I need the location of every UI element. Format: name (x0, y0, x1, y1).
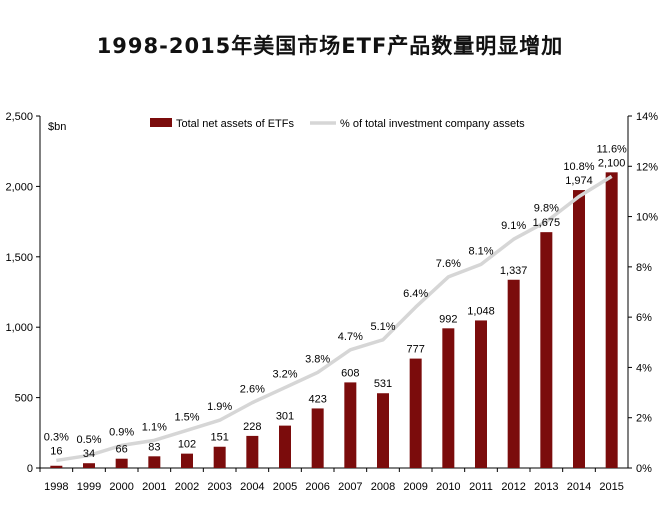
bar (377, 393, 389, 468)
x-tick-label: 2014 (567, 481, 591, 493)
left-tick-label: 1,500 (5, 252, 33, 264)
bar-value-label: 1,974 (565, 175, 593, 187)
x-tick-label: 2010 (436, 481, 460, 493)
right-tick-label: 14% (636, 111, 658, 123)
x-tick-label: 1999 (77, 481, 101, 493)
percent-value-label: 9.8% (534, 203, 559, 215)
bar (50, 465, 63, 468)
bar-value-label: 301 (276, 411, 294, 423)
bar (475, 320, 487, 468)
x-tick-label: 2007 (338, 481, 362, 493)
x-tick-label: 1998 (44, 481, 68, 493)
right-tick-label: 6% (636, 312, 652, 324)
bar (115, 458, 128, 468)
x-tick-label: 2011 (469, 481, 493, 493)
bar-value-label: 531 (374, 378, 392, 390)
right-tick-label: 10% (636, 212, 658, 224)
bar (409, 358, 422, 468)
bar (246, 435, 259, 468)
bar-value-label: 151 (210, 432, 228, 444)
left-tick-label: 2,000 (5, 181, 33, 193)
bar (279, 425, 291, 468)
bar (83, 463, 95, 468)
bar-value-label: 16 (50, 445, 62, 457)
percent-value-label: 5.1% (370, 321, 395, 333)
percent-value-label: 2.6% (240, 384, 265, 396)
x-tick-label: 2008 (371, 481, 395, 493)
right-tick-label: 12% (636, 161, 658, 173)
bar (573, 190, 585, 469)
bar-value-label: 1,048 (467, 305, 495, 317)
right-tick-label: 0% (636, 463, 652, 475)
x-tick-label: 2006 (305, 481, 329, 493)
percent-value-label: 11.6% (596, 143, 627, 155)
left-tick-label: 1,000 (5, 322, 33, 334)
percent-value-label: 4.7% (338, 331, 363, 343)
bar (344, 382, 357, 468)
bar-value-label: 1,675 (533, 217, 561, 229)
bar (213, 446, 226, 468)
x-tick-label: 2004 (240, 481, 264, 493)
x-tick-label: 2000 (109, 481, 133, 493)
percent-value-label: 7.6% (436, 258, 461, 270)
bar-value-label: 83 (148, 441, 160, 453)
left-tick-label: 500 (15, 393, 33, 405)
percent-line (56, 174, 613, 463)
bar (605, 172, 618, 468)
percent-value-label: 10.8% (563, 161, 594, 173)
unit-label: $bn (48, 121, 66, 133)
x-tick-label: 2009 (403, 481, 427, 493)
bar-value-label: 228 (243, 421, 261, 433)
percent-value-label: 1.5% (174, 411, 199, 423)
percent-value-label: 3.8% (305, 353, 330, 365)
bar-value-label: 608 (341, 367, 359, 379)
bar-value-label: 423 (308, 393, 326, 405)
bar-value-label: 102 (178, 439, 196, 451)
percent-value-label: 8.1% (468, 245, 493, 257)
percent-value-label: 6.4% (403, 288, 428, 300)
bar-value-label: 1,337 (500, 265, 528, 277)
percent-value-label: 3.2% (272, 369, 297, 381)
x-tick-label: 2005 (273, 481, 297, 493)
legend-bar-swatch (150, 118, 172, 127)
x-tick-label: 2001 (142, 481, 166, 493)
bar (148, 456, 161, 468)
chart-title: 1998-2015年美国市场ETF产品数量明显增加 (96, 34, 564, 58)
left-tick-label: 0 (27, 463, 33, 475)
right-tick-label: 4% (636, 362, 652, 374)
percent-value-label: 1.1% (142, 421, 167, 433)
bar (507, 279, 520, 468)
bar (540, 232, 553, 468)
legend-bar-label: Total net assets of ETFs (176, 118, 294, 130)
percent-value-label: 9.1% (501, 220, 526, 232)
percent-value-label: 0.9% (109, 426, 134, 438)
bar (181, 453, 193, 468)
right-tick-label: 2% (636, 413, 652, 425)
bar (442, 328, 455, 468)
x-tick-label: 2012 (501, 481, 525, 493)
x-tick-label: 2013 (534, 481, 558, 493)
legend-line-label: % of total investment company assets (340, 118, 525, 130)
right-tick-label: 8% (636, 262, 652, 274)
bar-value-label: 66 (116, 444, 128, 456)
x-tick-label: 2003 (207, 481, 231, 493)
left-tick-label: 2,500 (5, 111, 33, 123)
x-tick-label: 2002 (175, 481, 199, 493)
bar-value-label: 992 (439, 313, 457, 325)
percent-value-label: 0.5% (76, 434, 101, 446)
x-tick-label: 2015 (599, 481, 623, 493)
bar-value-label: 2,100 (598, 157, 626, 169)
percent-value-label: 1.9% (207, 401, 232, 413)
bar (311, 408, 324, 468)
bar-value-label: 777 (406, 344, 424, 356)
percent-value-label: 0.3% (44, 431, 69, 443)
bar-value-label: 34 (83, 448, 95, 460)
